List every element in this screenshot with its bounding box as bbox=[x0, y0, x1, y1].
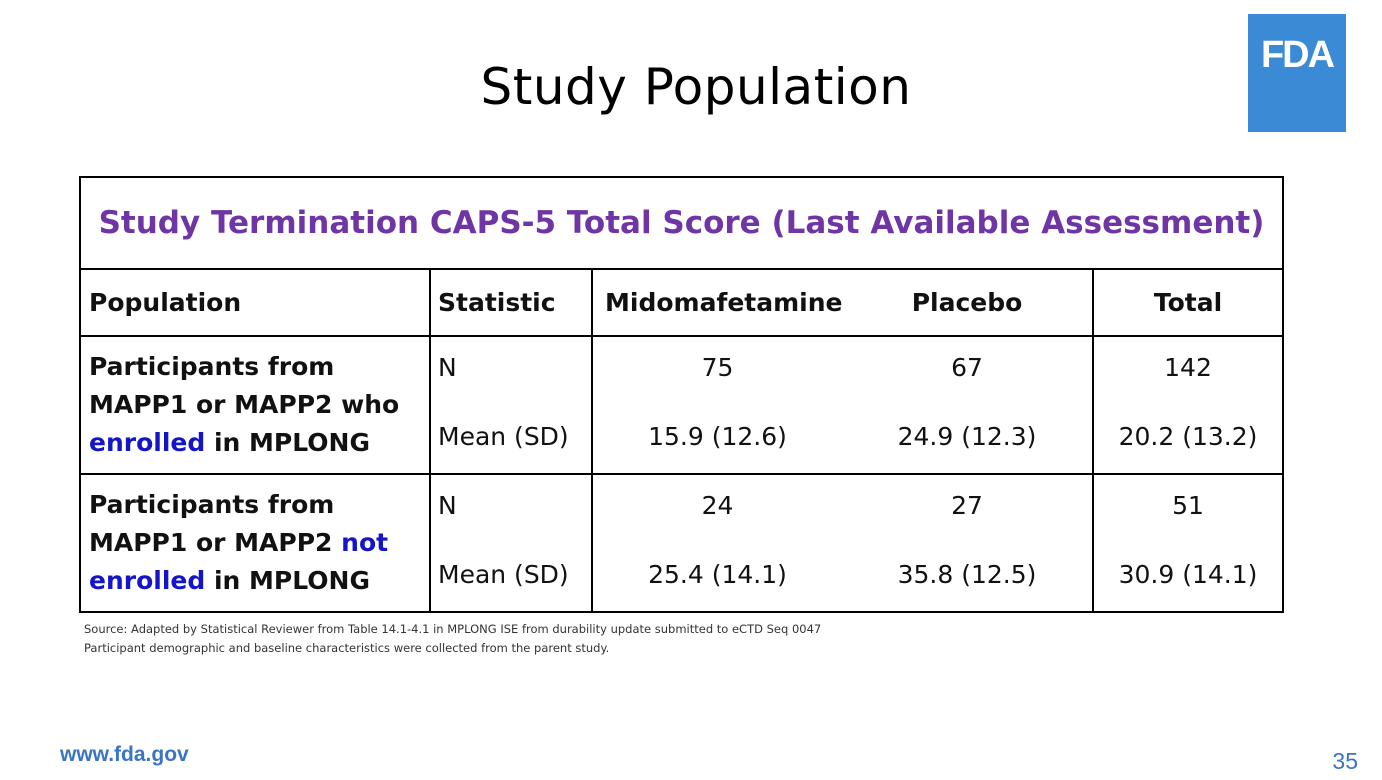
table-header-row: Population Statistic Midomafetamine Plac… bbox=[79, 268, 1284, 337]
stat-mean-label: Mean (SD) bbox=[438, 422, 569, 451]
midomafetamine-mean: 25.4 (14.1) bbox=[648, 560, 787, 589]
placebo-cell: 27 35.8 (12.5) bbox=[842, 473, 1094, 613]
total-mean: 30.9 (14.1) bbox=[1118, 560, 1258, 589]
slide-title: Study Population bbox=[480, 58, 912, 116]
population-cell: Participants from MAPP1 or MAPP2 not enr… bbox=[79, 473, 431, 613]
demographics-note: Participant demographic and baseline cha… bbox=[84, 641, 610, 655]
placebo-n: 67 bbox=[951, 353, 983, 382]
table-title: Study Termination CAPS-5 Total Score (La… bbox=[79, 176, 1284, 270]
midomafetamine-cell: 75 15.9 (12.6) bbox=[591, 335, 842, 475]
population-highlight: not enrolled bbox=[89, 528, 389, 595]
total-mean: 20.2 (13.2) bbox=[1118, 422, 1258, 451]
population-cell: Participants from MAPP1 or MAPP2 who enr… bbox=[79, 335, 431, 475]
header-placebo: Placebo bbox=[842, 268, 1094, 337]
header-midomafetamine: Midomafetamine bbox=[591, 268, 842, 337]
statistic-cell: N Mean (SD) bbox=[429, 473, 593, 613]
header-total: Total bbox=[1092, 268, 1284, 337]
placebo-mean: 24.9 (12.3) bbox=[897, 422, 1037, 451]
midomafetamine-mean: 15.9 (12.6) bbox=[648, 422, 787, 451]
total-cell: 51 30.9 (14.1) bbox=[1092, 473, 1284, 613]
population-text-suffix: in MPLONG bbox=[205, 566, 370, 595]
total-cell: 142 20.2 (13.2) bbox=[1092, 335, 1284, 475]
fda-logo: FDA bbox=[1248, 14, 1346, 132]
population-text: Participants from MAPP1 or MAPP2 who bbox=[89, 352, 400, 419]
stat-n-label: N bbox=[438, 353, 457, 382]
placebo-mean: 35.8 (12.5) bbox=[897, 560, 1037, 589]
caps5-score-table: Study Termination CAPS-5 Total Score (La… bbox=[79, 176, 1284, 613]
source-notes: Source: Adapted by Statistical Reviewer … bbox=[84, 620, 821, 658]
population-highlight: enrolled bbox=[89, 428, 206, 457]
table-row: Participants from MAPP1 or MAPP2 who enr… bbox=[79, 335, 1284, 475]
population-text-suffix: in MPLONG bbox=[205, 428, 370, 457]
total-n: 142 bbox=[1164, 353, 1212, 382]
midomafetamine-n: 24 bbox=[701, 491, 734, 520]
footer-url: www.fda.gov bbox=[60, 743, 189, 766]
placebo-cell: 67 24.9 (12.3) bbox=[842, 335, 1094, 475]
statistic-cell: N Mean (SD) bbox=[429, 335, 593, 475]
midomafetamine-n: 75 bbox=[701, 353, 734, 382]
header-statistic: Statistic bbox=[429, 268, 593, 337]
stat-n-label: N bbox=[438, 491, 457, 520]
table-row: Participants from MAPP1 or MAPP2 not enr… bbox=[79, 473, 1284, 613]
header-population: Population bbox=[79, 268, 431, 337]
population-text: Participants from MAPP1 or MAPP2 bbox=[89, 490, 342, 557]
midomafetamine-cell: 24 25.4 (14.1) bbox=[591, 473, 842, 613]
total-n: 51 bbox=[1172, 491, 1204, 520]
page-number: 35 bbox=[1332, 748, 1358, 774]
stat-mean-label: Mean (SD) bbox=[438, 560, 569, 589]
placebo-n: 27 bbox=[951, 491, 983, 520]
source-note: Source: Adapted by Statistical Reviewer … bbox=[84, 622, 822, 636]
fda-logo-text: FDA bbox=[1260, 34, 1335, 76]
